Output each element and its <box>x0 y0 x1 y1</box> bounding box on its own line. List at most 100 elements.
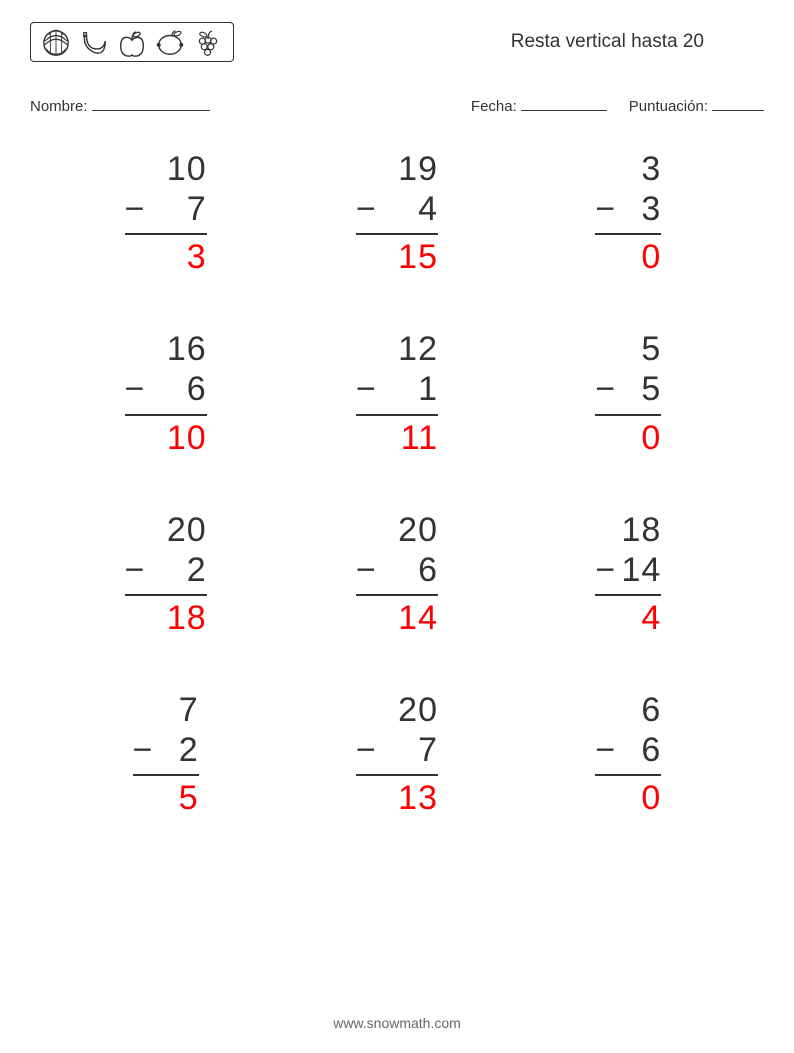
problem: 10− 7 3 <box>60 149 271 277</box>
lemon-icon <box>155 28 185 58</box>
spacer <box>356 237 378 277</box>
spacer <box>356 329 378 369</box>
subtraction-stack: 19− 4 15 <box>356 149 438 277</box>
subtrahend: 6 <box>617 730 661 770</box>
spacer <box>125 237 147 277</box>
answer: 13 <box>378 778 438 818</box>
subtraction-stack: 7−2 5 <box>133 690 199 818</box>
answer: 0 <box>617 778 661 818</box>
minus-sign: − <box>595 550 617 590</box>
spacer <box>595 418 617 458</box>
spacer <box>125 149 147 189</box>
minus-sign: − <box>595 730 617 770</box>
subtrahend: 2 <box>147 550 207 590</box>
answer: 5 <box>155 778 199 818</box>
spacer <box>125 598 147 638</box>
subtraction-stack: 18−14 4 <box>595 510 661 638</box>
spacer <box>595 690 617 730</box>
answer: 18 <box>147 598 207 638</box>
minus-sign: − <box>356 369 378 409</box>
answer: 15 <box>378 237 438 277</box>
spacer <box>125 418 147 458</box>
minuend: 20 <box>378 510 438 550</box>
spacer <box>356 418 378 458</box>
spacer <box>356 690 378 730</box>
spacer <box>595 329 617 369</box>
problem: 20− 6 14 <box>291 510 502 638</box>
score-blank-line[interactable] <box>712 96 764 111</box>
minus-sign: − <box>356 550 378 590</box>
footer-url: www.snowmath.com <box>0 1015 794 1031</box>
minus-sign: − <box>356 730 378 770</box>
spacer <box>133 778 155 818</box>
date-blank-line[interactable] <box>521 96 607 111</box>
minus-sign: − <box>125 189 147 229</box>
minus-sign: − <box>125 369 147 409</box>
problem: 16− 6 10 <box>60 329 271 457</box>
spacer <box>356 510 378 550</box>
subtraction-stack: 12− 1 11 <box>356 329 438 457</box>
watermelon-icon <box>41 28 71 58</box>
subtraction-stack: 6−6 0 <box>595 690 661 818</box>
problems-grid: 10− 7 3 19− 4 15 3−3 0 16− 6 10 12− 1 11… <box>30 149 764 818</box>
spacer <box>356 149 378 189</box>
problem: 7−2 5 <box>60 690 271 818</box>
subtraction-stack: 5−5 0 <box>595 329 661 457</box>
spacer <box>595 149 617 189</box>
spacer <box>356 778 378 818</box>
answer: 10 <box>147 418 207 458</box>
answer: 14 <box>378 598 438 638</box>
minuend: 16 <box>147 329 207 369</box>
minus-sign: − <box>356 189 378 229</box>
problem: 18−14 4 <box>523 510 734 638</box>
subtraction-stack: 20− 2 18 <box>125 510 207 638</box>
minuend: 3 <box>617 149 661 189</box>
date-label: Fecha: <box>471 98 517 115</box>
answer: 0 <box>617 418 661 458</box>
header-row: Resta vertical hasta 20 <box>30 22 764 62</box>
subtrahend: 1 <box>378 369 438 409</box>
minuend: 12 <box>378 329 438 369</box>
problem: 6−6 0 <box>523 690 734 818</box>
name-blank-line[interactable] <box>92 96 210 111</box>
minuend: 10 <box>147 149 207 189</box>
subtrahend: 7 <box>378 730 438 770</box>
subtrahend: 3 <box>617 189 661 229</box>
minus-sign: − <box>595 189 617 229</box>
spacer <box>595 510 617 550</box>
subtraction-stack: 20− 6 14 <box>356 510 438 638</box>
spacer <box>595 598 617 638</box>
subtrahend: 4 <box>378 189 438 229</box>
grapes-icon <box>193 28 223 58</box>
subtrahend: 5 <box>617 369 661 409</box>
score-field: Puntuación: <box>629 96 764 115</box>
minus-sign: − <box>595 369 617 409</box>
subtrahend: 2 <box>155 730 199 770</box>
spacer <box>595 237 617 277</box>
subtraction-stack: 10− 7 3 <box>125 149 207 277</box>
subtraction-stack: 20− 7 13 <box>356 690 438 818</box>
minus-sign: − <box>133 730 155 770</box>
subtrahend: 6 <box>378 550 438 590</box>
minuend: 18 <box>617 510 661 550</box>
spacer <box>133 690 155 730</box>
subtrahend: 14 <box>617 550 661 590</box>
apple-icon <box>117 28 147 58</box>
answer: 0 <box>617 237 661 277</box>
subtraction-stack: 16− 6 10 <box>125 329 207 457</box>
minuend: 5 <box>617 329 661 369</box>
minus-sign: − <box>125 550 147 590</box>
spacer <box>125 329 147 369</box>
minuend: 19 <box>378 149 438 189</box>
subtrahend: 6 <box>147 369 207 409</box>
problem: 3−3 0 <box>523 149 734 277</box>
worksheet-title: Resta vertical hasta 20 <box>511 31 704 53</box>
problem: 5−5 0 <box>523 329 734 457</box>
problem: 12− 1 11 <box>291 329 502 457</box>
minuend: 20 <box>378 690 438 730</box>
spacer <box>595 778 617 818</box>
name-field: Nombre: <box>30 96 210 115</box>
name-label: Nombre: <box>30 98 88 115</box>
meta-row: Nombre: Fecha: Puntuación: <box>30 96 764 115</box>
minuend: 20 <box>147 510 207 550</box>
